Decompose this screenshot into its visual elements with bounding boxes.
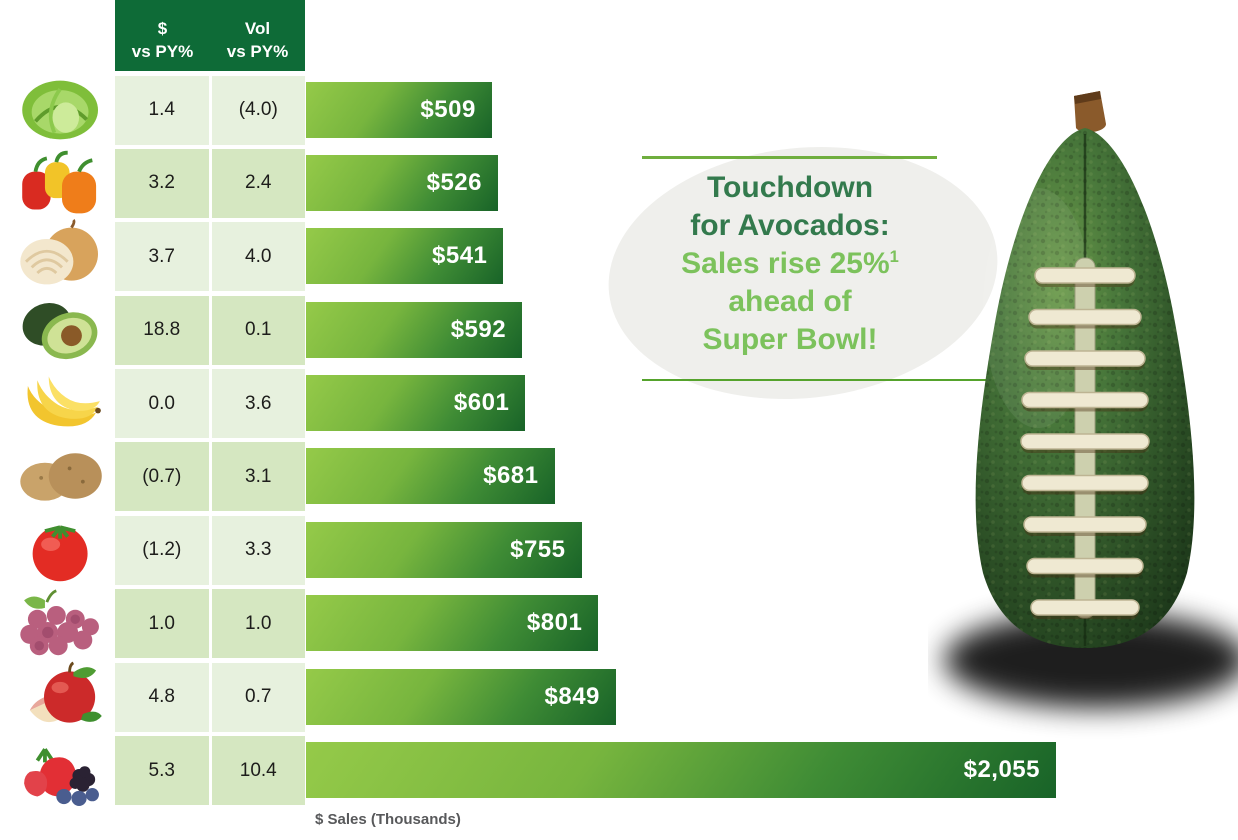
sales-bar-apple: $849: [306, 668, 616, 725]
header-dollar-vs-py: $ vs PY%: [131, 19, 194, 61]
sales-bar-onion: $541: [306, 228, 504, 285]
produce-icon-berries: [12, 736, 112, 807]
sales-bar-label: $592: [450, 315, 507, 343]
produce-icons-column: [12, 75, 112, 807]
callout-line-4: ahead of: [728, 285, 852, 318]
dollar-vs-py-value: 5.3: [115, 736, 209, 806]
dollar-vs-py-value: 18.8: [115, 295, 209, 365]
sales-bar-label: $526: [426, 168, 482, 196]
table-row-tomato: (1.2) 3.3: [115, 515, 305, 585]
bar-row-bell-peppers: $526: [306, 149, 1066, 218]
vol-vs-py-value: 3.3: [211, 515, 305, 585]
vol-vs-py-value: 1.0: [211, 589, 305, 659]
x-axis-label: $ Sales (Thousands): [315, 811, 461, 828]
footnote-superscript: 1: [889, 248, 899, 266]
dollar-vs-py-value: 1.4: [115, 75, 209, 145]
sales-bar-berries: $2,055: [306, 742, 1056, 799]
sales-bar-label: $541: [432, 242, 488, 270]
produce-icon-bell-peppers: [12, 148, 112, 217]
produce-icon-avocado: [12, 295, 112, 364]
sales-bar-grapes: $801: [306, 595, 599, 652]
vol-vs-py-value: 3.6: [211, 369, 305, 439]
produce-icon-bananas: [12, 369, 112, 438]
bar-row-bananas: $601: [306, 369, 1066, 438]
produce-icon-onion: [12, 219, 112, 291]
bar-row-grapes: $801: [306, 589, 1066, 658]
avocado-football-image: [928, 58, 1238, 758]
bar-row-avocado: $592: [306, 296, 1066, 365]
dollar-vs-py-value: 3.2: [115, 148, 209, 218]
dollar-vs-py-value: 1.0: [115, 589, 209, 659]
table-row-apple: 4.8 0.7: [115, 662, 305, 732]
dollar-vs-py-value: (0.7): [115, 442, 209, 512]
vol-vs-py-value: (4.0): [211, 75, 305, 145]
header-vol-vs-py: Vol vs PY%: [226, 19, 289, 61]
bar-row-onion: $541: [306, 222, 1066, 291]
produce-icon-apple: [12, 661, 112, 731]
table-row-berries: 5.3 10.4: [115, 736, 305, 806]
vol-vs-py-value: 2.4: [211, 148, 305, 218]
sales-bar-avocado: $592: [306, 301, 523, 358]
table-row-grapes: 1.0 1.0: [115, 589, 305, 659]
sales-bar-label: $681: [483, 462, 539, 490]
dollar-vs-py-value: (1.2): [115, 515, 209, 585]
bar-row-lettuce: $509: [306, 76, 1066, 145]
table-row-lettuce: 1.4 (4.0): [115, 75, 305, 145]
produce-icon-grapes: [12, 589, 112, 658]
sales-bar-potatoes: $681: [306, 448, 555, 505]
sales-bar-tomato: $755: [306, 521, 582, 578]
callout-top-rule: [642, 156, 937, 159]
produce-icon-potatoes: [12, 442, 112, 511]
callout-line-1: Touchdown: [706, 171, 874, 204]
metrics-table: $ vs PY% Vol vs PY% 1.4 (4.0) 3.2 2.4 3.7 4.0…: [115, 0, 305, 806]
table-row-potatoes: (0.7) 3.1: [115, 442, 305, 512]
vol-vs-py-value: 3.1: [211, 442, 305, 512]
sales-bar-bananas: $601: [306, 375, 526, 432]
callout-line-5: Super Bowl!: [702, 323, 878, 356]
vol-vs-py-value: 0.7: [211, 662, 305, 732]
sales-bar-label: $601: [453, 389, 510, 417]
table-row-onion: 3.7 4.0: [115, 222, 305, 292]
dollar-vs-py-value: 0.0: [115, 369, 209, 439]
sales-bar-lettuce: $509: [306, 81, 492, 138]
metrics-table-rows: 1.4 (4.0) 3.2 2.4 3.7 4.0 18.8 0.1 0.0 3.6 (0.7) 3.…: [115, 75, 305, 806]
dollar-vs-py-value: 4.8: [115, 662, 209, 732]
bar-row-berries: $2,055: [306, 736, 1066, 805]
bar-row-potatoes: $681: [306, 442, 1066, 511]
sales-bar-bell-peppers: $526: [306, 154, 498, 211]
sales-bar-label: $2,055: [963, 756, 1040, 784]
bar-row-apple: $849: [306, 663, 1066, 732]
dollar-vs-py-value: 3.7: [115, 222, 209, 292]
vol-vs-py-value: 0.1: [211, 295, 305, 365]
avocado-shadow: [944, 612, 1238, 708]
callout-line-3: Sales rise 25%1: [681, 247, 899, 280]
table-row-bell-peppers: 3.2 2.4: [115, 148, 305, 218]
vol-vs-py-value: 10.4: [211, 736, 305, 806]
sales-bar-label: $801: [526, 609, 583, 637]
sales-bar-chart: $509 $526 $541 $592 $601 $681 $755 $801 $849 $2,0…: [306, 76, 1066, 806]
metrics-table-header: $ vs PY% Vol vs PY%: [115, 0, 305, 71]
sales-bar-label: $755: [510, 535, 566, 563]
table-row-avocado: 18.8 0.1: [115, 295, 305, 365]
table-row-bananas: 0.0 3.6: [115, 369, 305, 439]
produce-icon-lettuce: [12, 75, 112, 144]
football-laces: [1020, 267, 1150, 619]
sales-bar-label: $849: [544, 682, 600, 710]
vol-vs-py-value: 4.0: [211, 222, 305, 292]
callout-text: Touchdown for Avocados: Sales rise 25%1 …: [613, 169, 967, 359]
callout-bottom-rule: [642, 379, 995, 381]
sales-bar-label: $509: [420, 95, 476, 123]
produce-icon-tomato: [12, 515, 112, 584]
bar-row-tomato: $755: [306, 516, 1066, 585]
callout-line-2: for Avocados:: [690, 209, 890, 242]
